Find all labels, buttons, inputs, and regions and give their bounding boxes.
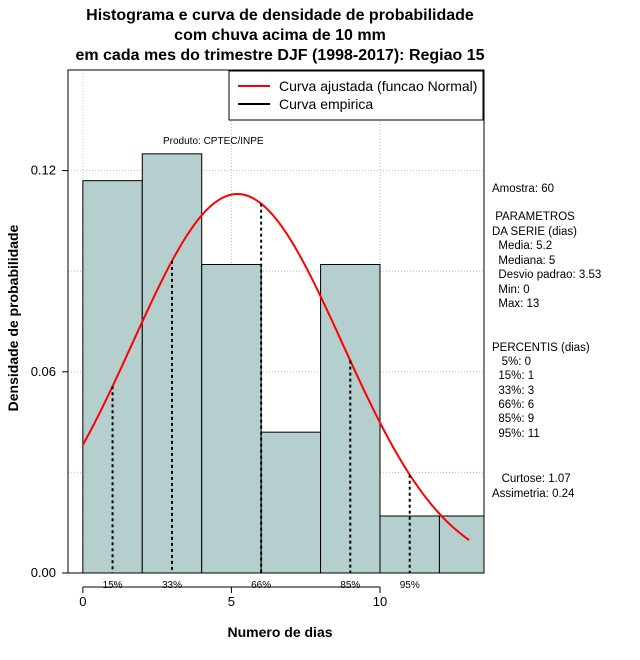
normal-fit-curve [81, 193, 470, 541]
percentile-label: 85% [340, 580, 360, 591]
legend: Curva ajustada (funcao Normal) Curva emp… [228, 70, 484, 121]
legend-label-empirical: Curva empirica [279, 96, 373, 112]
histogram-bars [82, 153, 485, 574]
stat-p66: 66%: 6 [492, 399, 535, 411]
stat-media: Media: 5.2 [492, 240, 553, 252]
percentile-markers: 15% 33% 66% 85% 95% [103, 203, 420, 591]
stat-p95: 95%: 11 [492, 428, 540, 440]
y-tick-label: 0.06 [31, 364, 56, 379]
stat-desvio: Desvio padrao: 3.53 [492, 269, 602, 281]
stat-params-subtitle: DA SERIE (dias) [492, 226, 577, 238]
x-tick-label: 10 [373, 594, 387, 609]
stat-mediana: Mediana: 5 [492, 255, 556, 267]
legend-label-normal: Curva ajustada (funcao Normal) [279, 78, 477, 94]
product-label: Produto: CPTEC/INPE [163, 136, 264, 147]
chart-title-line-2: com chuva acima de 10 mm [174, 27, 386, 44]
axes: 0 5 10 0.00 0.06 0.12 [31, 163, 388, 609]
stat-min: Min: 0 [492, 284, 530, 296]
stat-percentis-title: PERCENTIS (dias) [492, 342, 590, 354]
stat-max: Max: 13 [492, 298, 540, 310]
stat-assimetria: Assimetria: 0.24 [492, 488, 575, 500]
density-curves [81, 193, 470, 541]
x-tick-label: 5 [228, 594, 235, 609]
chart-title-line-1: Histograma e curva de densidade de proba… [86, 7, 474, 24]
percentile-label: 33% [162, 580, 182, 591]
histogram-bar [438, 515, 485, 574]
stat-p85: 85%: 9 [492, 413, 535, 425]
x-axis-label: Numero de dias [227, 624, 333, 640]
y-tick-label: 0.12 [31, 163, 56, 178]
chart-title-line-3: em cada mes do trimestre DJF (1998-2017)… [75, 47, 485, 64]
stat-p15: 15%: 1 [492, 370, 535, 382]
histogram-bar [201, 263, 262, 574]
y-axis-label: Densidade de probabilidade [5, 224, 21, 412]
percentile-label: 15% [103, 580, 123, 591]
legend-box [228, 70, 484, 121]
percentile-label: 95% [400, 580, 420, 591]
histogram-bar [260, 431, 322, 574]
percentile-label: 66% [251, 580, 271, 591]
stat-amostra: Amostra: 60 [492, 183, 554, 195]
stat-p33: 33%: 3 [492, 385, 535, 397]
y-tick-label: 0.00 [31, 565, 56, 580]
stat-params-title: PARAMETROS [492, 211, 575, 223]
stat-curtose: Curtose: 1.07 [492, 473, 571, 485]
histogram-bar [320, 263, 381, 574]
x-tick-label: 0 [79, 594, 86, 609]
stat-p5: 5%: 0 [492, 356, 531, 368]
